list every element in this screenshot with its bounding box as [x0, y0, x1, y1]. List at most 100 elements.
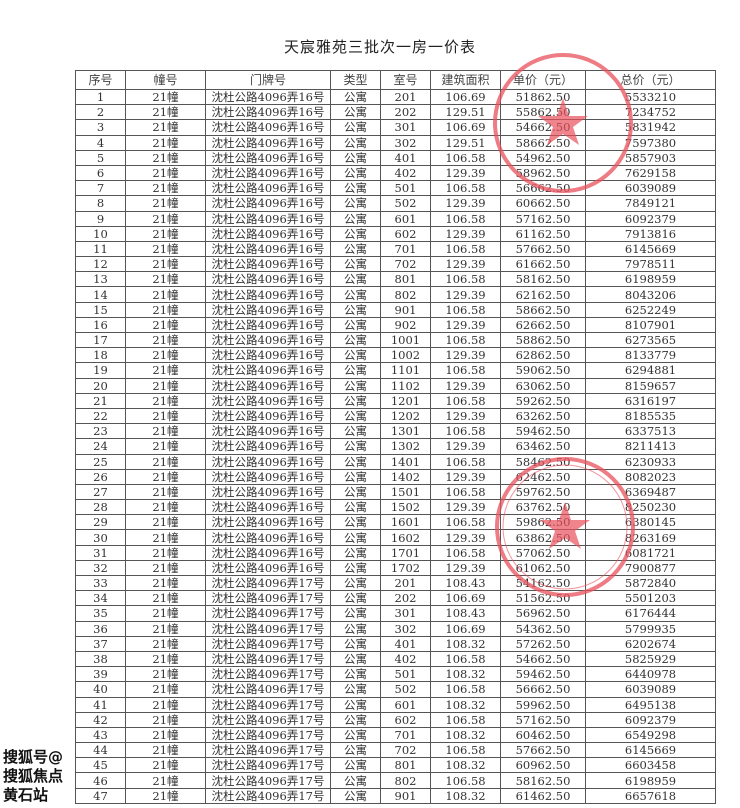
- cell-total-price: 7849121: [585, 195, 716, 212]
- cell-room: 302: [380, 134, 431, 151]
- cell-area: 106.69: [430, 88, 501, 106]
- cell-area: 106.58: [430, 362, 501, 379]
- table-row: 10 21幢 沈杜公路4096弄16号 公寓 602 129.39 61162.50 7913…: [75, 225, 716, 242]
- cell-total-price: 6657618: [585, 787, 716, 804]
- cell-room: 701: [380, 240, 431, 258]
- cell-building: 21幢: [125, 544, 206, 561]
- cell-room: 1402: [380, 468, 431, 485]
- cell-room: 201: [380, 574, 431, 592]
- table-row: 8 21幢 沈杜公路4096弄16号 公寓 502 129.39 60662.50 78491…: [75, 195, 716, 212]
- cell-area: 106.58: [430, 483, 501, 501]
- cell-type: 公寓: [330, 423, 381, 440]
- cell-index: 41: [75, 696, 126, 713]
- cell-room: 1002: [380, 347, 431, 364]
- cell-unit-price: 57162.50: [500, 711, 586, 728]
- cell-address: 沈杜公路4096弄17号: [205, 787, 331, 804]
- cell-type: 公寓: [330, 347, 381, 364]
- table-row: 47 21幢 沈杜公路4096弄17号 公寓 901 108.32 61462.50 6657…: [75, 787, 716, 804]
- cell-type: 公寓: [330, 635, 381, 652]
- cell-address: 沈杜公路4096弄17号: [205, 650, 331, 668]
- cell-address: 沈杜公路4096弄17号: [205, 757, 331, 774]
- table-header: 序号 幢号 门牌号 类型 室号 建筑面积 单价（元） 总价（元）: [75, 70, 716, 90]
- cell-index: 15: [75, 301, 126, 318]
- cell-unit-price: 62162.50: [500, 286, 586, 303]
- cell-total-price: 6081721: [585, 544, 716, 561]
- cell-index: 26: [75, 468, 126, 485]
- cell-type: 公寓: [330, 119, 381, 136]
- cell-address: 沈杜公路4096弄16号: [205, 407, 331, 425]
- cell-address: 沈杜公路4096弄16号: [205, 423, 331, 440]
- cell-building: 21幢: [125, 742, 206, 759]
- table-row: 20 21幢 沈杜公路4096弄16号 公寓 1102 129.39 63062.50 815…: [75, 377, 716, 394]
- cell-address: 沈杜公路4096弄16号: [205, 240, 331, 258]
- table-row: 39 21幢 沈杜公路4096弄17号 公寓 501 108.32 59462.50 6440…: [75, 666, 716, 683]
- table-row: 44 21幢 沈杜公路4096弄17号 公寓 702 106.58 57662.50 6145…: [75, 742, 716, 759]
- cell-type: 公寓: [330, 559, 381, 577]
- cell-total-price: 6039089: [585, 180, 716, 197]
- cell-type: 公寓: [330, 438, 381, 455]
- cell-type: 公寓: [330, 256, 381, 273]
- cell-total-price: 8159657: [585, 377, 716, 394]
- cell-unit-price: 62462.50: [500, 468, 586, 485]
- cell-area: 106.58: [430, 681, 501, 698]
- cell-area: 106.58: [430, 180, 501, 197]
- cell-unit-price: 58962.50: [500, 164, 586, 182]
- cell-room: 201: [380, 88, 431, 106]
- table-row: 21 21幢 沈杜公路4096弄16号 公寓 1201 106.58 59262.50 631…: [75, 392, 716, 409]
- cell-room: 1601: [380, 514, 431, 531]
- table-row: 27 21幢 沈杜公路4096弄16号 公寓 1501 106.58 59762.50 636…: [75, 483, 716, 501]
- cell-total-price: 8250230: [585, 499, 716, 516]
- cell-unit-price: 58162.50: [500, 772, 586, 789]
- table-row: 18 21幢 沈杜公路4096弄16号 公寓 1002 129.39 62862.50 813…: [75, 347, 716, 364]
- table-row: 42 21幢 沈杜公路4096弄17号 公寓 602 106.58 57162.50 6092…: [75, 711, 716, 728]
- cell-area: 106.58: [430, 301, 501, 318]
- cell-index: 38: [75, 650, 126, 668]
- cell-building: 21幢: [125, 590, 206, 607]
- table-row: 6 21幢 沈杜公路4096弄16号 公寓 402 129.39 58962.50 76291…: [75, 164, 716, 182]
- cell-area: 108.32: [430, 666, 501, 683]
- cell-address: 沈杜公路4096弄17号: [205, 635, 331, 652]
- cell-room: 301: [380, 605, 431, 622]
- cell-total-price: 6369487: [585, 483, 716, 501]
- table-row: 22 21幢 沈杜公路4096弄16号 公寓 1202 129.39 63262.50 818…: [75, 407, 716, 425]
- table-row: 34 21幢 沈杜公路4096弄17号 公寓 202 106.69 51562.50 5501…: [75, 590, 716, 607]
- cell-index: 34: [75, 590, 126, 607]
- cell-room: 501: [380, 180, 431, 197]
- cell-index: 40: [75, 681, 126, 698]
- column-header-area: 建筑面积: [430, 70, 501, 90]
- cell-room: 1301: [380, 423, 431, 440]
- cell-type: 公寓: [330, 331, 381, 349]
- cell-index: 28: [75, 499, 126, 516]
- cell-building: 21幢: [125, 529, 206, 546]
- cell-unit-price: 61162.50: [500, 225, 586, 242]
- column-header-unit-price: 单价（元）: [500, 70, 586, 90]
- cell-address: 沈杜公路4096弄16号: [205, 499, 331, 516]
- cell-room: 1701: [380, 544, 431, 561]
- cell-index: 43: [75, 726, 126, 744]
- cell-total-price: 6252249: [585, 301, 716, 318]
- cell-area: 106.58: [430, 711, 501, 728]
- cell-index: 20: [75, 377, 126, 394]
- cell-address: 沈杜公路4096弄17号: [205, 742, 331, 759]
- cell-type: 公寓: [330, 104, 381, 121]
- cell-building: 21幢: [125, 210, 206, 227]
- cell-type: 公寓: [330, 362, 381, 379]
- table-row: 5 21幢 沈杜公路4096弄16号 公寓 401 106.58 54962.50 58579…: [75, 149, 716, 166]
- cell-room: 301: [380, 119, 431, 136]
- cell-total-price: 8211413: [585, 438, 716, 455]
- cell-room: 902: [380, 316, 431, 334]
- cell-unit-price: 59962.50: [500, 696, 586, 713]
- cell-room: 401: [380, 149, 431, 166]
- cell-building: 21幢: [125, 240, 206, 258]
- cell-type: 公寓: [330, 742, 381, 759]
- cell-unit-price: 58162.50: [500, 271, 586, 288]
- cell-unit-price: 59262.50: [500, 392, 586, 409]
- cell-building: 21幢: [125, 757, 206, 774]
- cell-area: 106.58: [430, 772, 501, 789]
- cell-type: 公寓: [330, 514, 381, 531]
- cell-type: 公寓: [330, 316, 381, 334]
- cell-index: 45: [75, 757, 126, 774]
- cell-unit-price: 51562.50: [500, 590, 586, 607]
- cell-address: 沈杜公路4096弄17号: [205, 681, 331, 698]
- cell-unit-price: 58862.50: [500, 331, 586, 349]
